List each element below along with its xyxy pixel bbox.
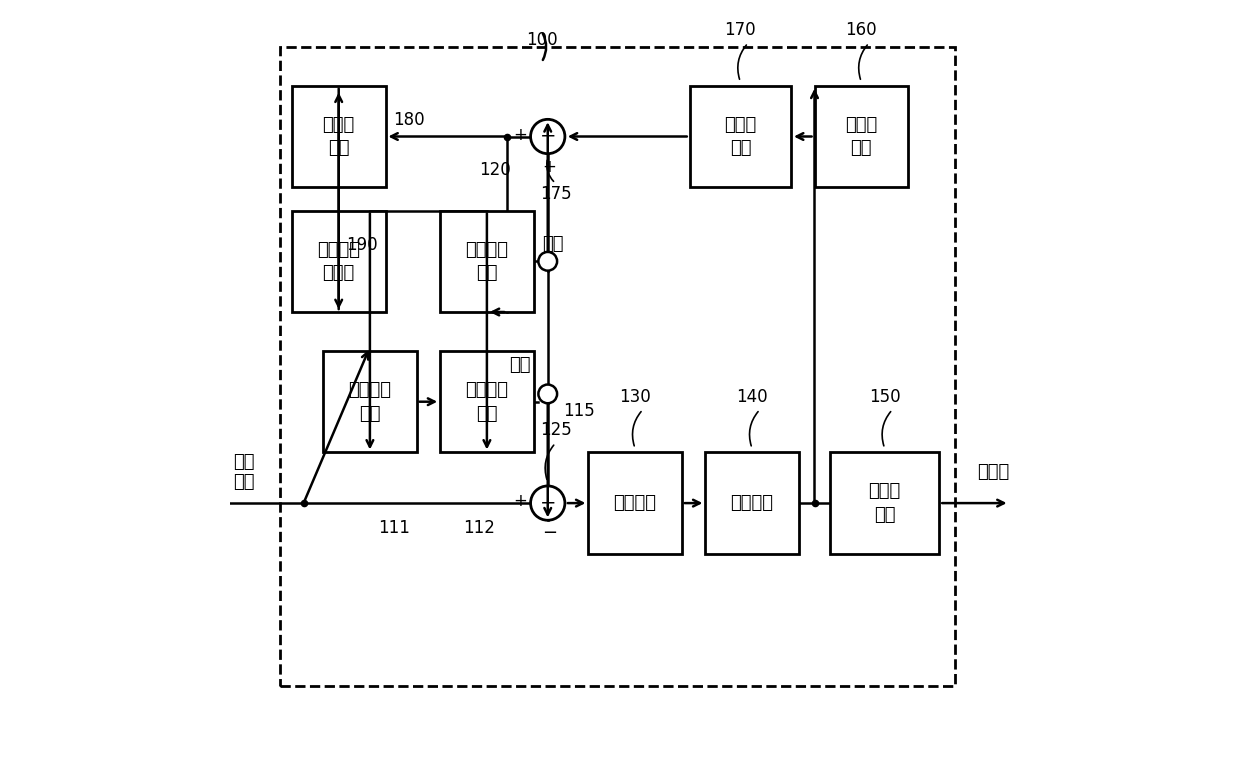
FancyBboxPatch shape: [440, 211, 534, 312]
Text: 120: 120: [478, 161, 510, 179]
Text: 变换单元: 变换单元: [613, 494, 657, 512]
Text: 反量化
单元: 反量化 单元: [845, 115, 877, 158]
Text: 112: 112: [463, 519, 496, 537]
FancyBboxPatch shape: [323, 351, 416, 452]
Text: +: +: [543, 158, 556, 176]
Text: 帧内: 帧内: [543, 236, 564, 254]
Text: 111: 111: [378, 519, 410, 537]
Circle shape: [530, 486, 565, 520]
Point: [294, 497, 313, 509]
Text: 比特流: 比特流: [978, 463, 1010, 481]
Circle shape: [539, 385, 558, 403]
FancyBboxPatch shape: [589, 452, 681, 554]
Text: 输入
图像: 输入 图像: [233, 452, 255, 491]
FancyBboxPatch shape: [690, 86, 790, 187]
Text: +: +: [539, 494, 556, 512]
Text: 125: 125: [540, 421, 571, 439]
Text: 175: 175: [540, 185, 571, 203]
Text: 180: 180: [393, 111, 425, 129]
Point: [804, 497, 824, 509]
Text: 滤波器
单元: 滤波器 单元: [322, 115, 354, 158]
Text: +: +: [539, 127, 556, 146]
FancyBboxPatch shape: [440, 351, 534, 452]
Text: 115: 115: [564, 402, 595, 420]
Text: 170: 170: [725, 21, 756, 39]
Text: 帧间: 帧间: [509, 356, 530, 374]
Circle shape: [539, 252, 558, 271]
FancyBboxPatch shape: [292, 211, 385, 312]
Text: 100: 100: [525, 31, 558, 49]
Text: +: +: [513, 126, 527, 144]
Text: +: +: [513, 492, 527, 510]
Text: 150: 150: [869, 388, 901, 406]
Text: 运动补偿
单元: 运动补偿 单元: [466, 381, 508, 423]
Text: 帧内预测
单元: 帧内预测 单元: [466, 240, 508, 282]
FancyBboxPatch shape: [292, 86, 385, 187]
Circle shape: [530, 119, 565, 154]
Text: 140: 140: [736, 388, 768, 406]
Text: 熵编码
单元: 熵编码 单元: [869, 482, 901, 524]
Text: 160: 160: [845, 21, 877, 39]
Text: 逆变换
单元: 逆变换 单元: [725, 115, 757, 158]
Text: 量化单元: 量化单元: [731, 494, 773, 512]
Text: 运动预测
单元: 运动预测 单元: [348, 381, 392, 423]
Point: [497, 130, 517, 143]
Text: 参考画面
缓冲器: 参考画面 缓冲器: [317, 240, 361, 282]
FancyBboxPatch shape: [705, 452, 799, 554]
Text: −: −: [541, 524, 558, 542]
FancyBboxPatch shape: [814, 86, 908, 187]
Text: 130: 130: [620, 388, 650, 406]
FancyBboxPatch shape: [830, 452, 939, 554]
Text: 190: 190: [347, 236, 378, 254]
